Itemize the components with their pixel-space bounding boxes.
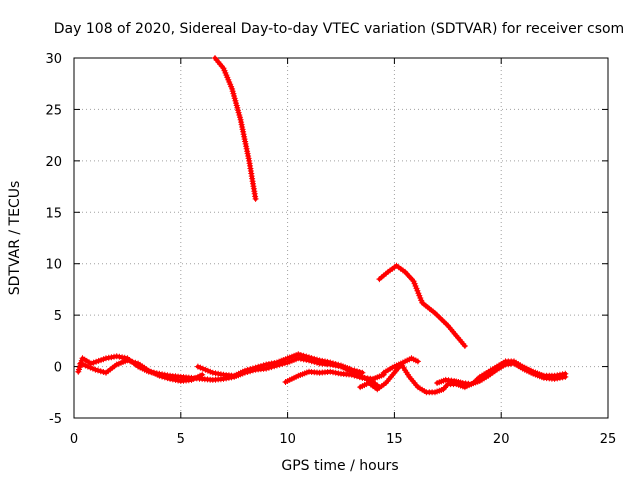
data-point — [311, 355, 318, 362]
data-point — [303, 353, 310, 360]
x-tick-label: 20 — [493, 432, 510, 447]
data-point — [306, 354, 312, 361]
data-point — [327, 359, 334, 366]
data-point — [351, 372, 358, 379]
data-point — [314, 356, 320, 363]
series-arc-mid — [376, 262, 468, 349]
data-point — [562, 373, 569, 380]
data-point — [356, 374, 363, 381]
y-tick-label: 10 — [45, 258, 62, 273]
data-point — [348, 371, 355, 378]
data-point — [297, 352, 304, 358]
y-tick-label: 0 — [54, 361, 62, 376]
data-point — [129, 358, 136, 365]
data-point — [260, 362, 267, 369]
data-point — [348, 366, 355, 373]
data-point — [199, 371, 206, 378]
y-tick-label: 20 — [45, 155, 62, 170]
data-point — [335, 361, 342, 368]
data-point — [330, 360, 336, 367]
data-point — [461, 343, 468, 349]
data-point — [257, 363, 264, 370]
data-point — [255, 363, 262, 370]
y-tick-label: 30 — [45, 52, 62, 67]
data-point — [156, 372, 163, 379]
data-point — [209, 369, 216, 376]
data-point — [161, 374, 168, 381]
data-point — [92, 366, 99, 373]
data-point — [252, 364, 259, 371]
data-point — [100, 369, 107, 375]
series-arc-d — [282, 368, 387, 385]
series-arc-high — [212, 55, 259, 202]
data-point — [159, 373, 166, 380]
data-point — [241, 367, 248, 374]
series-arc-b — [77, 357, 206, 384]
y-tick-label: 5 — [54, 309, 62, 324]
series-band — [213, 56, 258, 201]
y-axis-label: SDTVAR / TECUs — [7, 181, 23, 296]
data-point — [172, 376, 179, 383]
x-tick-label: 10 — [279, 432, 296, 447]
data-point — [351, 367, 358, 374]
y-tick-label: 15 — [45, 206, 62, 221]
data-point — [308, 355, 315, 362]
y-tick-label: -5 — [49, 412, 62, 427]
data-series — [75, 55, 569, 396]
data-point — [247, 366, 254, 373]
data-point — [356, 369, 363, 375]
data-point — [332, 361, 339, 367]
axis-ticks: 0 5 10 15 20 25 -5 0 5 10 15 20 25 30 — [45, 52, 616, 447]
data-point — [295, 351, 302, 358]
plot-frame — [73, 57, 609, 419]
data-point — [332, 369, 339, 376]
series-arc-c — [194, 351, 366, 379]
series-arc-e — [357, 355, 421, 393]
data-point — [249, 365, 256, 372]
data-point — [97, 368, 104, 375]
chart-title: Day 108 of 2020, Sidereal Day-to-day VTE… — [54, 21, 624, 37]
data-point — [124, 357, 131, 364]
x-tick-label: 0 — [70, 432, 78, 447]
data-point — [127, 358, 134, 365]
data-point — [324, 358, 331, 365]
series-arc-g — [434, 360, 569, 388]
data-point — [252, 195, 259, 202]
data-point — [354, 368, 360, 375]
x-axis-label: GPS time / hours — [281, 458, 398, 474]
data-point — [95, 367, 101, 374]
x-tick-label: 25 — [600, 432, 617, 447]
data-point — [414, 358, 421, 365]
data-point — [132, 359, 139, 366]
data-point — [354, 373, 360, 380]
y-tick-label: 25 — [45, 103, 62, 118]
data-point — [359, 369, 366, 376]
data-point — [164, 375, 171, 382]
x-tick-label: 15 — [386, 432, 403, 447]
data-point — [244, 366, 251, 373]
data-point — [300, 352, 307, 359]
x-tick-label: 5 — [177, 432, 185, 447]
